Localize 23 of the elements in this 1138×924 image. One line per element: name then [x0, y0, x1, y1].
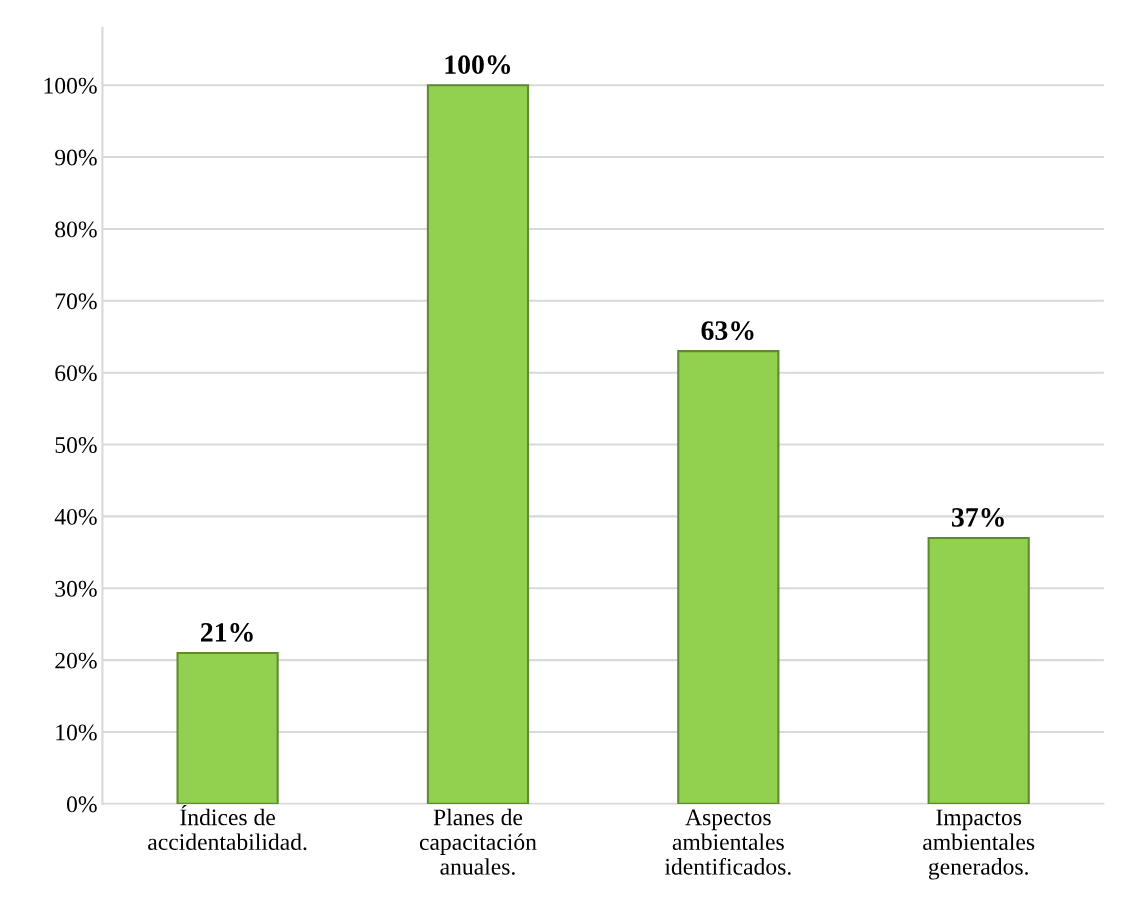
bar — [426, 84, 530, 804]
y-tick-label: 10% — [56, 724, 97, 741]
y-tick-label: 0% — [66, 796, 97, 813]
x-tick-label: Impactos ambientales generados. — [923, 809, 1035, 880]
y-tick-label: 40% — [54, 508, 97, 525]
data-label: 100% — [445, 55, 511, 75]
data-label: 21% — [200, 623, 253, 642]
data-label: 63% — [701, 321, 754, 341]
y-tick-label: 70% — [55, 293, 97, 310]
y-tick-label: 90% — [55, 149, 97, 166]
x-tick-label: Índices de accidentabilidad. — [148, 804, 307, 851]
x-tick-label: Aspectos ambientales identificados. — [664, 809, 791, 875]
y-tick-label: 50% — [55, 437, 97, 454]
bar — [677, 350, 780, 804]
y-tick-label: 30% — [55, 580, 97, 597]
y-tick-label: 60% — [55, 365, 97, 382]
y-tick-label: 80% — [55, 221, 97, 238]
bar — [176, 651, 279, 804]
y-tick-label: 100% — [44, 77, 97, 94]
x-tick-label: Planes de capacitación anuales. — [419, 808, 537, 875]
data-label: 37% — [951, 508, 1004, 527]
bar — [927, 536, 1030, 804]
y-tick-label: 20% — [55, 652, 97, 669]
